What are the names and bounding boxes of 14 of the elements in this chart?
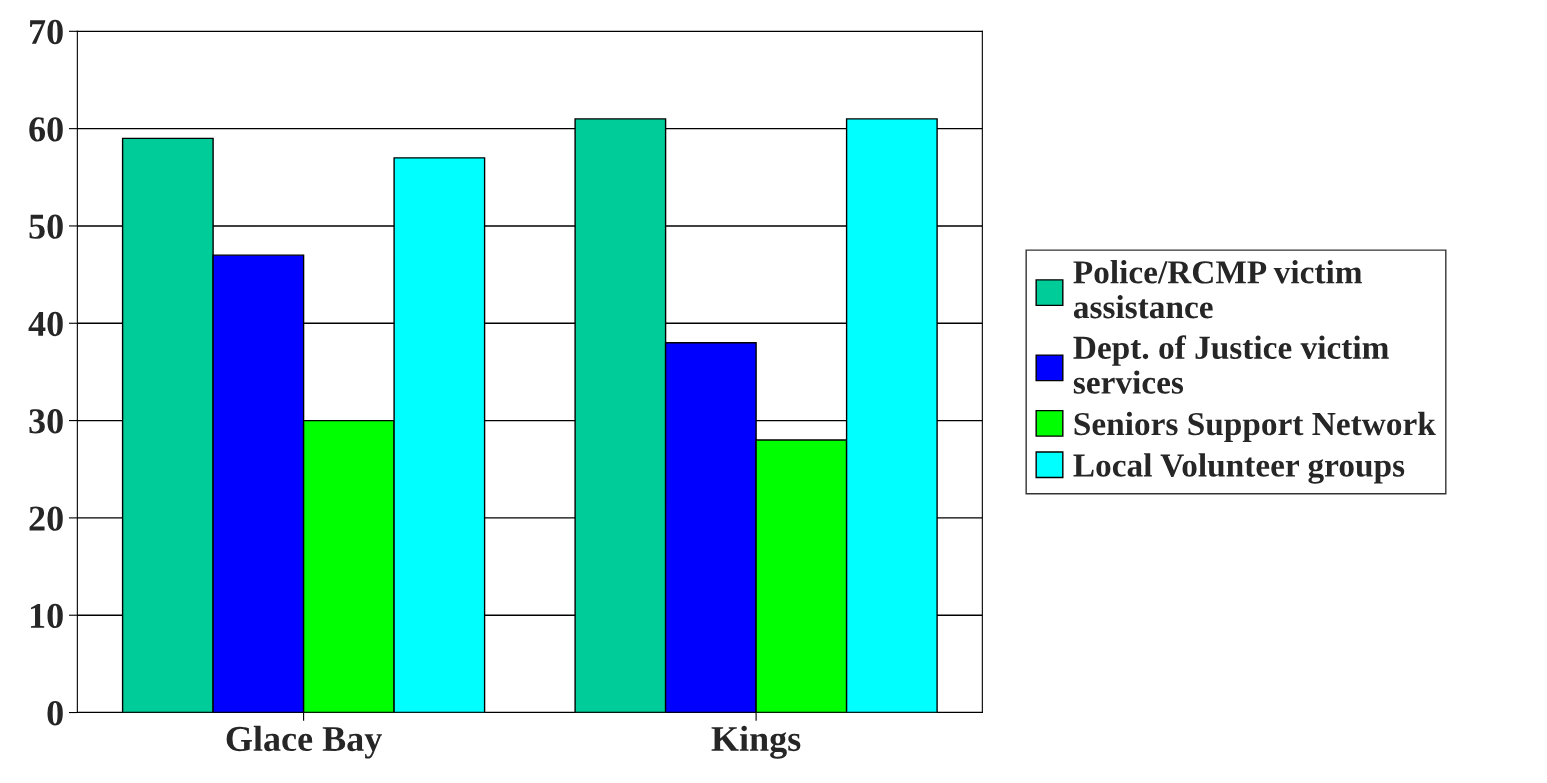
legend-label: Police/RCMP victim assistance [1073, 260, 1362, 319]
x-tick-label: Kings [711, 725, 801, 759]
x-tick-label: Glace Bay [226, 725, 382, 759]
legend-label: Local Volunteer groups [1073, 453, 1405, 484]
y-tick-label: 40 [28, 311, 63, 337]
y-tick-label: 60 [29, 117, 63, 142]
y-tick-label: 20 [29, 506, 63, 531]
y-tick-label: 70 [30, 19, 63, 45]
legend-label: Seniors Support Network [1074, 411, 1436, 443]
y-tick-label: 10 [30, 603, 63, 629]
y-tick-label: 50 [29, 214, 63, 239]
y-tick-label: 0 [47, 701, 63, 726]
legend-label: Dept. of Justice victim services [1073, 335, 1389, 394]
y-tick-label: 30 [29, 409, 63, 434]
